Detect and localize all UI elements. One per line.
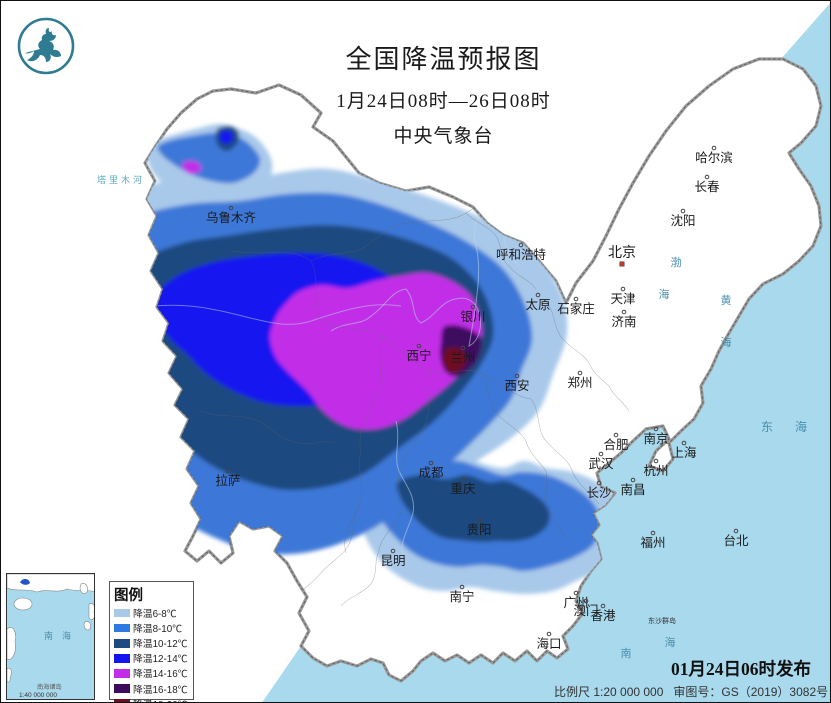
svg-text:昆明: 昆明	[380, 554, 405, 568]
svg-text:呼和浩特: 呼和浩特	[496, 247, 546, 262]
svg-text:南: 南	[621, 647, 632, 660]
svg-text:武汉: 武汉	[588, 457, 614, 471]
svg-text:南宁: 南宁	[449, 589, 474, 604]
svg-text:重庆: 重庆	[450, 481, 476, 496]
svg-text:哈尔滨: 哈尔滨	[695, 150, 733, 165]
svg-text:上海: 上海	[671, 445, 697, 460]
svg-text:1:40 000 000: 1:40 000 000	[19, 692, 57, 699]
svg-text:西宁: 西宁	[406, 348, 431, 363]
svg-text:兰州: 兰州	[450, 351, 475, 365]
svg-text:贵阳: 贵阳	[466, 523, 491, 537]
svg-text:杭州: 杭州	[643, 463, 668, 478]
svg-text:济南: 济南	[611, 314, 636, 329]
svg-text:东: 东	[761, 420, 773, 434]
svg-text:台北: 台北	[723, 533, 749, 548]
svg-text:太原: 太原	[525, 297, 550, 312]
svg-text:成都: 成都	[418, 466, 444, 480]
svg-text:拉萨: 拉萨	[215, 473, 240, 488]
svg-text:澳门: 澳门	[573, 603, 598, 618]
svg-text:南 海: 南 海	[44, 630, 71, 641]
svg-text:海口: 海口	[536, 636, 561, 651]
svg-text:合肥: 合肥	[603, 437, 629, 452]
svg-text:天津: 天津	[610, 292, 635, 306]
svg-text:海: 海	[659, 287, 670, 301]
svg-text:沈阳: 沈阳	[670, 213, 695, 228]
svg-text:福州: 福州	[640, 535, 665, 550]
svg-text:塔里木河: 塔里木河	[97, 174, 145, 185]
svg-text:东沙群岛: 东沙群岛	[648, 616, 676, 625]
svg-text:长沙: 长沙	[586, 486, 612, 500]
svg-text:南昌: 南昌	[620, 482, 645, 497]
svg-text:海: 海	[795, 419, 807, 434]
svg-text:石家庄: 石家庄	[557, 301, 595, 316]
svg-text:长春: 长春	[694, 180, 720, 194]
svg-text:海: 海	[665, 635, 676, 649]
svg-text:渤: 渤	[671, 256, 682, 269]
svg-text:南海诸岛: 南海诸岛	[37, 683, 62, 691]
svg-text:北京: 北京	[608, 244, 636, 260]
svg-text:乌鲁木齐: 乌鲁木齐	[206, 210, 257, 225]
svg-text:南京: 南京	[643, 431, 668, 446]
svg-text:黄: 黄	[721, 293, 732, 307]
svg-text:郑州: 郑州	[567, 375, 592, 390]
svg-text:银川: 银川	[460, 310, 485, 324]
svg-text:海: 海	[721, 335, 732, 349]
svg-text:西安: 西安	[504, 378, 529, 393]
